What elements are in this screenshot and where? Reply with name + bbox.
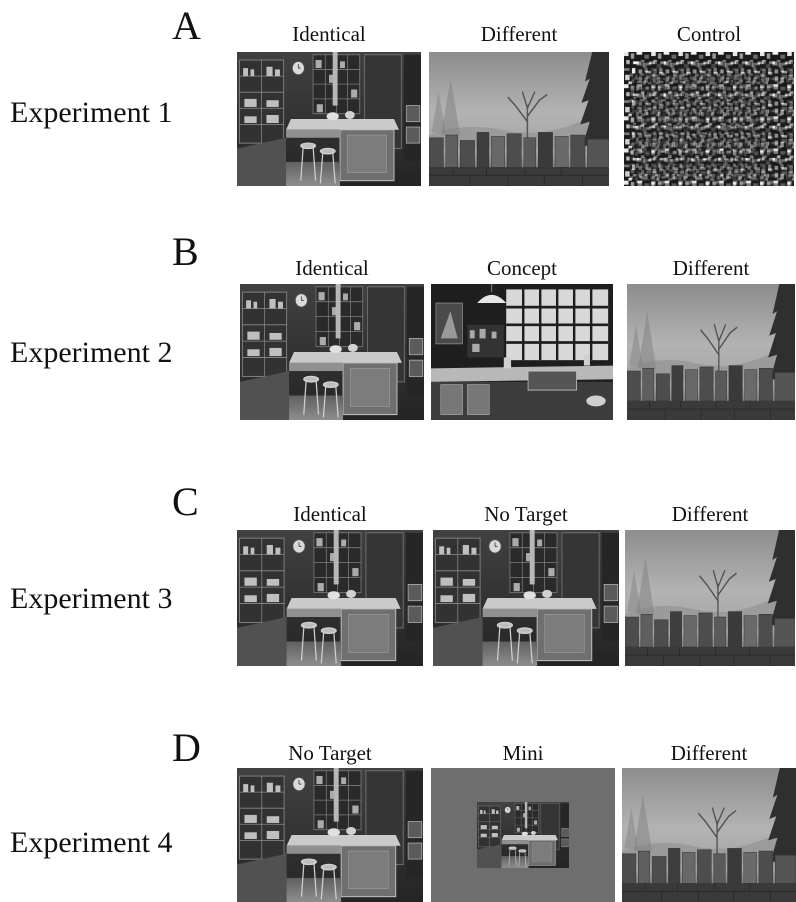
condition-label-control: Control [676, 22, 742, 46]
condition-label-concept: Concept [487, 256, 557, 280]
condition-label-no-target: No Target [484, 502, 568, 526]
kitchen-scene-image [237, 768, 423, 902]
experiment-4-label: Experiment 4 [10, 826, 173, 859]
miniature-kitchen-thumbnail [477, 802, 569, 868]
row-letter-d: D [172, 725, 201, 770]
foggy-tree-scene-image [625, 530, 795, 666]
alternate-kitchen-scene-image [431, 284, 613, 420]
row-letter-c: C [172, 479, 199, 524]
experiment-2-label: Experiment 2 [10, 336, 173, 369]
condition-label-no-target: No Target [288, 741, 372, 765]
condition-label-mini: Mini [502, 741, 544, 765]
experiment-1-label: Experiment 1 [10, 96, 173, 129]
condition-label-different: Different [480, 22, 558, 46]
experiment-3-label: Experiment 3 [10, 582, 173, 615]
condition-label-identical: Identical [293, 502, 367, 526]
kitchen-scene-image [237, 52, 421, 186]
kitchen-scene-image [237, 530, 423, 666]
condition-label-identical: Identical [295, 256, 369, 280]
condition-label-different: Different [670, 741, 748, 765]
foggy-tree-scene-image [429, 52, 609, 186]
condition-label-different: Different [672, 256, 750, 280]
miniature-kitchen-on-gray-image [431, 768, 615, 902]
condition-label-identical: Identical [292, 22, 366, 46]
row-letter-b: B [172, 229, 199, 274]
foggy-tree-scene-image [627, 284, 795, 420]
condition-label-different: Different [671, 502, 749, 526]
kitchen-scene-image [240, 284, 424, 420]
kitchen-scene-image [433, 530, 619, 666]
scrambled-noise-image [624, 52, 794, 186]
row-letter-a: A [172, 3, 201, 48]
foggy-tree-scene-image [622, 768, 796, 902]
